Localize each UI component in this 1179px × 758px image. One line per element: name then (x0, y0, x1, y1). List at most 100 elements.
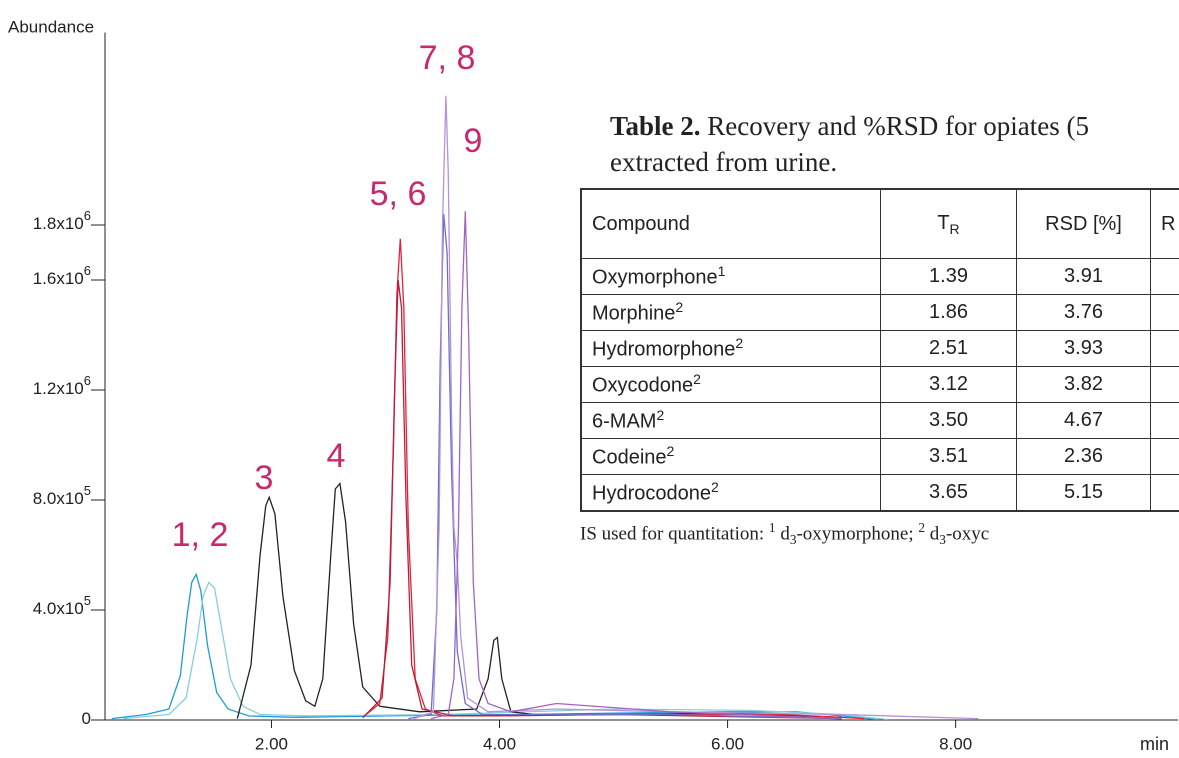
footnote-part: 3 (789, 532, 797, 548)
table-row: Codeine2 3.51 2.36 (580, 438, 1179, 475)
footnote-part: d (925, 523, 940, 545)
cell-value: 1.86 (929, 301, 968, 323)
table-row: Oxycodone2 3.12 3.82 (580, 366, 1179, 403)
peak-annotation: 3 (255, 459, 274, 497)
y-tick-label: 1.6x106 (33, 263, 91, 288)
caption-text: Recovery and %RSD for opiates (5 (700, 111, 1089, 141)
cell-value: 3.50 (929, 409, 968, 431)
compound-footnote-mark: 1 (717, 263, 726, 280)
trace (123, 581, 888, 721)
compound-footnote-mark: 2 (656, 407, 665, 424)
table-footnote: IS used for quantitation: 1 d3-oxymorpho… (580, 520, 1179, 548)
x-tick-label: 4.00 (483, 734, 516, 753)
header-text: RSD [%] (1045, 212, 1122, 235)
table-cell-clipped (1150, 258, 1179, 295)
compound-footnote-mark: 2 (693, 371, 701, 388)
x-axis-label: min (1140, 734, 1169, 754)
compound-name: Morphine (592, 302, 676, 325)
table-row: 6-MAM2 3.50 4.67 (580, 402, 1179, 439)
table-cell: 3.91 (1016, 258, 1151, 295)
cell-value: 2.36 (1064, 445, 1103, 467)
trace (430, 211, 842, 720)
table-cell: Codeine2 (580, 438, 881, 475)
compound-name: Hydromorphone (592, 338, 736, 361)
cell-value: 3.65 (929, 481, 968, 503)
y-tick-label: 1.2x106 (33, 373, 91, 398)
y-tick-label-text: 1.6x10 (33, 269, 84, 288)
footnote-part: 3 (939, 532, 946, 548)
y-tick-label: 0 (82, 709, 91, 728)
header-row: Compound TR RSD [%] R (580, 188, 1179, 259)
y-tick-exponent: 6 (84, 373, 91, 388)
table-cell: 3.51 (880, 438, 1017, 475)
compound-name: 6-MAM (592, 410, 657, 433)
table-cell: 3.50 (880, 402, 1017, 439)
y-tick-label-text: 8.0x10 (33, 489, 84, 508)
table-cell: Oxycodone2 (580, 366, 881, 403)
table-cell: 3.12 (880, 366, 1017, 403)
table-cell: Hydrocodone2 (580, 474, 881, 512)
compound-name: Oxycodone (592, 374, 694, 397)
peak-annotation: 5, 6 (370, 175, 427, 213)
table-row: Hydrocodone2 3.65 5.15 (580, 474, 1179, 512)
peak-annotation: 9 (464, 122, 483, 160)
header-text: R (1161, 212, 1176, 235)
compound-name: Codeine (592, 446, 667, 469)
table-cell: 3.93 (1016, 330, 1151, 367)
table-cell: 2.36 (1016, 438, 1151, 475)
y-tick-exponent: 6 (84, 263, 91, 278)
header-text: Compound (592, 212, 690, 235)
cell-value: 4.67 (1064, 409, 1103, 431)
compound-name: Hydrocodone (592, 482, 711, 505)
footnote-part: 2 (918, 520, 926, 535)
footnote-part: d (775, 523, 790, 545)
y-tick-label-text: 0 (82, 709, 91, 728)
caption-label: Table 2. (610, 111, 701, 141)
y-tick-exponent: 6 (84, 208, 91, 223)
footnote-part: IS used for quantitation: (580, 523, 769, 545)
table-row: Oxymorphone1 1.39 3.91 (580, 258, 1179, 295)
table-cell: Oxymorphone1 (580, 258, 881, 295)
table-caption: Table 2. Recovery and %RSD for opiates (… (580, 108, 1179, 180)
table-cell: Hydromorphone2 (580, 330, 881, 367)
table-cell-clipped (1150, 366, 1179, 403)
compound-footnote-mark: 2 (710, 479, 719, 496)
cell-value: 3.82 (1064, 373, 1103, 395)
footnote-part: -oxymorphone; (796, 523, 919, 545)
table-cell: 3.65 (880, 474, 1017, 512)
table-panel: Table 2. Recovery and %RSD for opiates (… (580, 108, 1179, 549)
column-header: TR (880, 188, 1017, 259)
cell-value: 2.51 (929, 337, 968, 359)
column-header: RSD [%] (1016, 188, 1151, 259)
y-axis-label: Abundance (8, 17, 94, 36)
table-cell: 6-MAM2 (580, 402, 881, 439)
table-cell: 2.51 (880, 330, 1017, 367)
y-tick-label-text: 1.2x10 (33, 379, 84, 398)
cell-value: 3.93 (1064, 337, 1103, 359)
table-row: Hydromorphone2 2.51 3.93 (580, 330, 1179, 367)
cell-value: 5.15 (1064, 481, 1103, 503)
table-cell: 4.67 (1016, 402, 1151, 439)
table-cell-clipped (1150, 402, 1179, 439)
y-tick-exponent: 5 (84, 593, 91, 608)
y-tick-label: 4.0x105 (33, 593, 91, 618)
table-cell-clipped (1150, 474, 1179, 512)
table-cell-clipped (1150, 294, 1179, 331)
trace (413, 95, 979, 720)
caption-text: extracted from urine. (610, 147, 838, 177)
cell-value: 1.39 (929, 265, 968, 287)
peak-annotation: 1, 2 (172, 516, 229, 554)
header-text: T (937, 211, 950, 234)
footnote-part: -oxyc (945, 523, 990, 545)
x-tick-label: 8.00 (939, 734, 972, 753)
y-tick-label: 1.8x106 (33, 208, 91, 233)
table-cell-clipped (1150, 330, 1179, 367)
compound-footnote-mark: 2 (666, 443, 675, 460)
cell-value: 3.76 (1064, 301, 1103, 323)
table-row: Morphine2 1.86 3.76 (580, 294, 1179, 331)
x-tick-label: 2.00 (255, 734, 288, 753)
peak-annotation: 4 (327, 437, 346, 475)
x-tick-label: 6.00 (711, 734, 744, 753)
column-header: R (1150, 188, 1179, 259)
